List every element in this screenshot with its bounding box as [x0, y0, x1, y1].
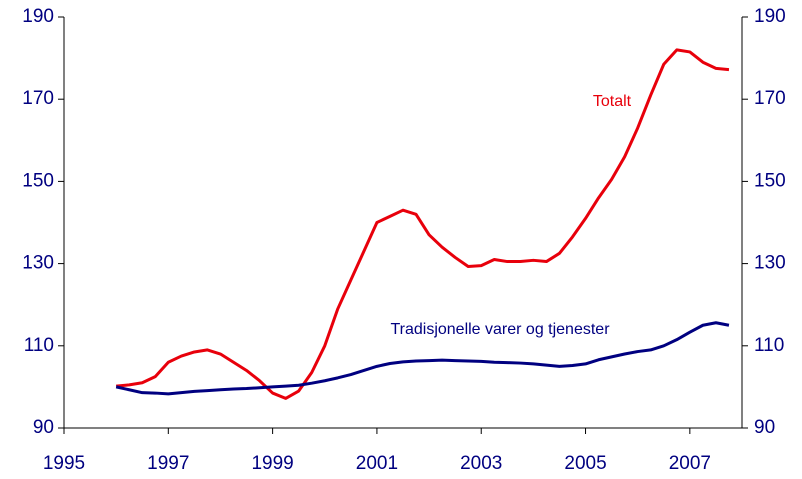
y-tick-label: 90: [33, 417, 54, 438]
y2-tick-label: 130: [754, 253, 786, 274]
y-tick-label: 110: [24, 335, 54, 356]
series-label: Totalt: [593, 93, 632, 110]
line-series: [115, 321, 730, 396]
y-tick-label: 170: [22, 88, 54, 109]
x-tick-label: 1999: [251, 453, 293, 474]
y-tick-label: 150: [22, 170, 54, 191]
x-tick-label: 1997: [147, 453, 189, 474]
x-tick-label: 2003: [460, 453, 502, 474]
series-label: Tradisjonelle varer og tjenester: [390, 321, 610, 338]
y2-tick-label: 190: [754, 6, 786, 27]
y2-tick-label: 170: [754, 88, 786, 109]
x-tick-label: 2007: [669, 453, 711, 474]
x-tick-label: 2001: [356, 453, 398, 474]
y-tick-label: 190: [22, 6, 54, 27]
y2-tick-label: 90: [754, 417, 775, 438]
y2-tick-label: 150: [754, 170, 786, 191]
y2-tick-label: 110: [754, 335, 784, 356]
line-series: [116, 48, 730, 400]
y-tick-label: 130: [22, 253, 54, 274]
x-tick-label: 1995: [43, 453, 85, 474]
x-tick-label: 2005: [564, 453, 606, 474]
